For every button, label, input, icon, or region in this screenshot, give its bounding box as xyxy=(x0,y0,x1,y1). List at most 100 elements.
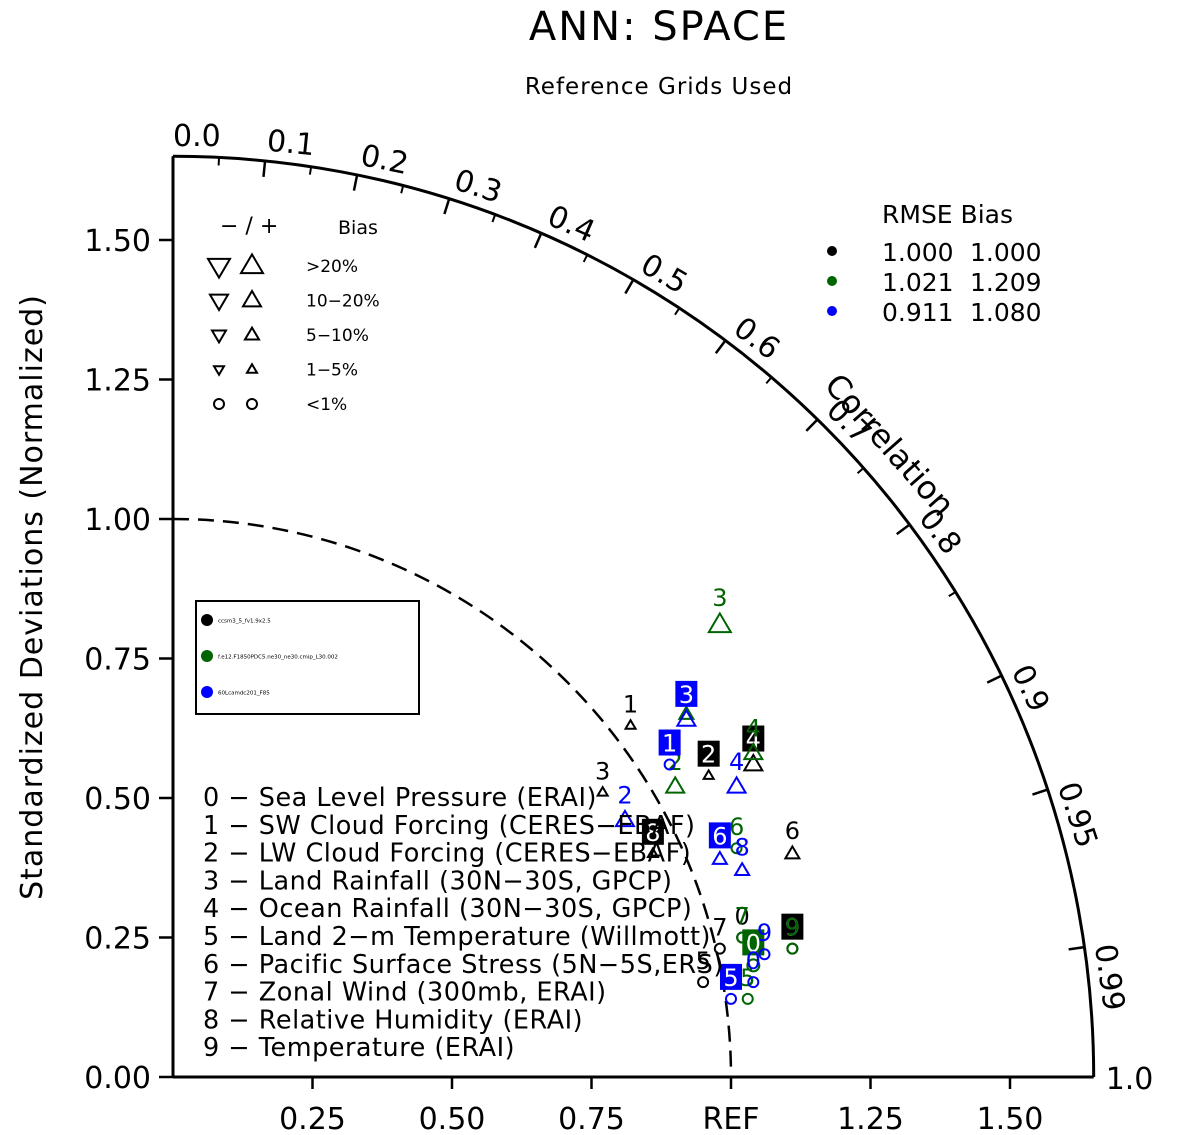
data-point-label: 9 xyxy=(785,914,800,942)
correlation-minor-tick xyxy=(674,307,681,316)
bias-legend-negative-marker xyxy=(210,329,228,345)
bias-legend-range: <1% xyxy=(306,395,347,415)
bias-legend-negative-marker xyxy=(212,365,226,377)
bias-legend-positive-marker xyxy=(239,252,265,275)
y-tick-label: 1.00 xyxy=(84,503,151,538)
correlation-tick-label: 0.9 xyxy=(1004,659,1056,717)
data-point-label: 3 xyxy=(712,584,727,612)
data-point-marker xyxy=(595,785,610,797)
data-point-marker xyxy=(733,861,751,877)
correlation-tick xyxy=(1068,945,1085,951)
data-point-marker xyxy=(747,976,760,989)
data-point-label: 2 xyxy=(701,741,716,769)
bias-legend-negative-marker xyxy=(213,398,225,410)
data-point-label: 1 xyxy=(662,730,677,758)
correlation-tick xyxy=(714,339,727,354)
outer-correlation-arc xyxy=(172,154,1096,1078)
bias-legend-symbols-header: − / + xyxy=(220,214,278,239)
data-point-marker xyxy=(783,844,802,860)
correlation-minor-tick xyxy=(765,376,773,385)
data-point-label: 7 xyxy=(735,903,750,931)
rmse-legend-bias: 1.080 xyxy=(970,298,1042,327)
case-legend-dot xyxy=(201,614,213,626)
x-tick-label: 1.50 xyxy=(977,1102,1044,1135)
bias-legend-range: 5−10% xyxy=(306,326,369,346)
correlation-tick-label: 0.5 xyxy=(635,247,694,301)
case-legend-label: ccsm3_5_fv1.9x2.5 xyxy=(218,619,271,625)
data-point-marker xyxy=(646,846,660,859)
bias-legend-positive-marker xyxy=(245,362,259,374)
data-point-marker xyxy=(614,808,636,828)
rmse-legend-bias: 1.209 xyxy=(970,268,1042,297)
data-point-marker xyxy=(664,775,686,794)
data-point-label: 2 xyxy=(617,781,632,809)
x-tick-label: REF xyxy=(702,1102,759,1135)
data-point-marker xyxy=(736,931,749,944)
x-tick-label: 0.75 xyxy=(558,1102,625,1135)
reference-std-arc xyxy=(172,517,733,1078)
bias-legend-positive-marker xyxy=(241,289,263,308)
data-point-label-box xyxy=(697,740,720,767)
data-point-label: 4 xyxy=(746,726,761,754)
chart-title: ANN: SPACE xyxy=(529,4,789,50)
y-tick-label: 1.25 xyxy=(84,364,151,399)
variable-list-item: 0 − Sea Level Pressure (ERAI) xyxy=(203,783,597,813)
data-point-marker xyxy=(677,704,696,720)
bias-legend-range: 10−20% xyxy=(306,292,380,312)
rmse-legend-dot xyxy=(827,276,837,286)
data-point-label-box xyxy=(641,818,664,845)
data-point-label: 5 xyxy=(723,964,738,992)
data-point-marker xyxy=(701,768,716,780)
y-tick-label: 1.50 xyxy=(84,224,151,259)
case-legend-dot xyxy=(201,686,213,698)
bias-legend-positive-marker xyxy=(243,325,261,341)
rmse-legend-dot xyxy=(827,246,837,256)
variable-list-item: 2 − LW Cloud Forcing (CERES−EBAF) xyxy=(203,839,691,869)
correlation-minor-tick xyxy=(856,467,865,475)
data-point-label-box xyxy=(675,680,698,707)
data-point-marker xyxy=(663,758,676,771)
data-point-label-box xyxy=(720,963,742,990)
variable-list-item: 8 − Relative Humidity (ERAI) xyxy=(203,1005,583,1035)
variable-list-item: 4 − Ocean Rainfall (30N−30S, GPCP) xyxy=(203,894,692,924)
data-point-label-box xyxy=(781,913,804,940)
data-point-label: 6 xyxy=(729,813,744,841)
variable-list-item: 5 − Land 2−m Temperature (Willmott) xyxy=(203,922,711,952)
correlation-tick xyxy=(262,160,267,177)
data-point-label: 8 xyxy=(735,834,750,862)
rmse-legend-header: RMSE Bias xyxy=(882,200,1013,229)
data-point-label: 6 xyxy=(785,817,800,845)
arc-max-label: 1.0 xyxy=(1106,1062,1154,1097)
data-point-label: 0 xyxy=(746,929,761,957)
data-point-marker xyxy=(675,708,698,727)
x-tick-label: 1.25 xyxy=(837,1102,904,1135)
correlation-tick-label: 0.95 xyxy=(1050,778,1104,852)
data-point-marker xyxy=(786,942,799,955)
y-tick-label: 0.25 xyxy=(84,922,151,957)
data-point-label: 4 xyxy=(729,748,744,776)
data-point-marker xyxy=(725,992,737,1005)
data-point-label: 3 xyxy=(679,681,694,709)
data-point-label: 6 xyxy=(712,822,727,850)
correlation-tick xyxy=(986,674,1003,684)
correlation-tick xyxy=(805,418,819,432)
data-point-label: 9 xyxy=(785,914,800,942)
rmse-legend-rmse: 1.000 xyxy=(882,238,954,267)
correlation-tick-label: 0.3 xyxy=(450,163,506,211)
chart-subtitle: Reference Grids Used xyxy=(525,74,793,100)
rmse-legend-dot xyxy=(827,306,837,316)
data-point-marker xyxy=(730,842,743,855)
case-legend-box xyxy=(195,600,420,715)
y-tick-label: 0.75 xyxy=(84,643,151,678)
data-point-marker xyxy=(742,753,765,772)
correlation-tick-label: 0.1 xyxy=(265,124,316,164)
data-point-marker xyxy=(711,850,729,865)
data-point-label-box xyxy=(658,729,681,756)
correlation-minor-tick xyxy=(948,591,957,598)
variable-list-item: 6 − Pacific Surface Stress (5N−5S,ERS) xyxy=(203,950,724,980)
data-point-label-box xyxy=(742,725,765,752)
rmse-legend-bias: 1.000 xyxy=(970,238,1042,267)
correlation-tick-label: 0.99 xyxy=(1087,942,1131,1013)
data-point-marker xyxy=(697,976,710,989)
